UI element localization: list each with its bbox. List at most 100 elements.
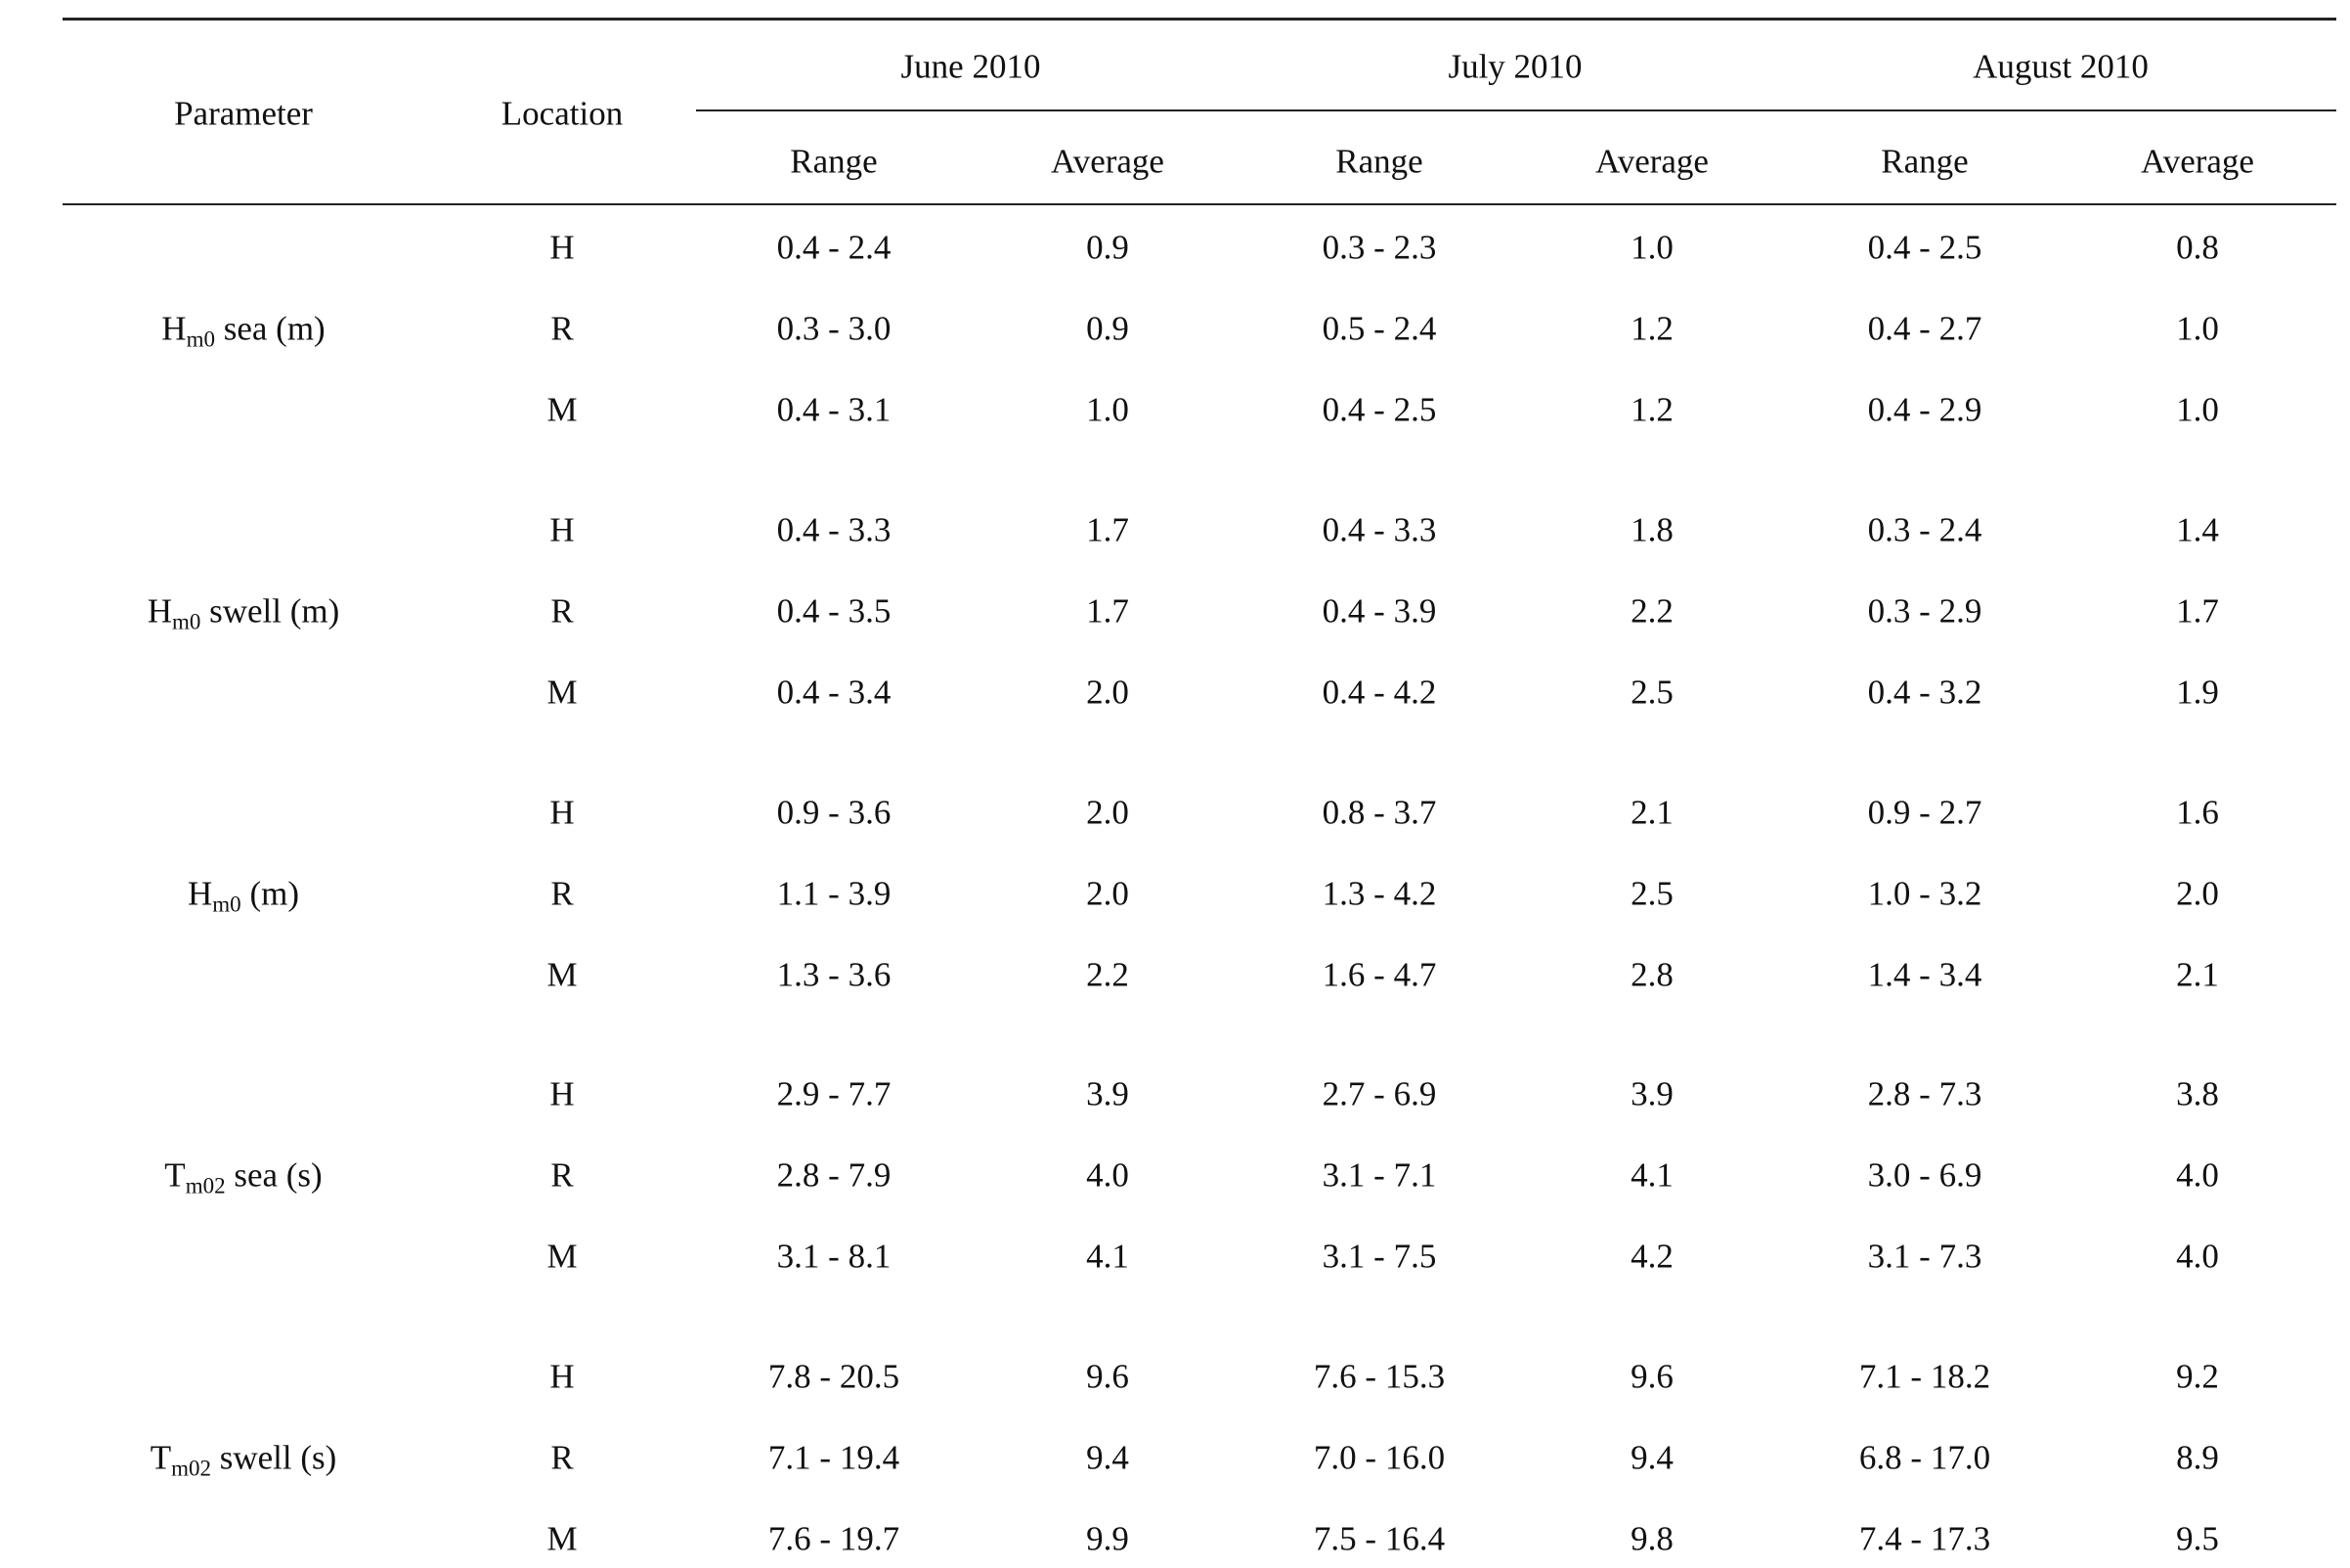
range-cell: 7.6 - 19.7 — [767, 1519, 900, 1558]
average-cell: 2.8 — [1631, 955, 1674, 994]
range-cell: 0.4 - 4.2 — [1322, 673, 1437, 712]
range-cell: 0.4 - 2.9 — [1867, 390, 1982, 429]
range-cell: 7.5 - 16.4 — [1313, 1519, 1446, 1558]
average-cell: 1.0 — [1631, 228, 1674, 267]
range-cell: 0.4 - 3.3 — [1322, 510, 1437, 549]
range-cell: 2.8 - 7.9 — [776, 1155, 892, 1195]
parameter-label: Hm0 (m) — [188, 874, 299, 917]
average-cell: 9.8 — [1631, 1519, 1674, 1558]
range-cell: 0.4 - 3.4 — [776, 673, 892, 712]
range-cell: 7.8 - 20.5 — [767, 1357, 900, 1396]
parameter-label: Hm0 sea (m) — [161, 309, 326, 352]
average-cell: 8.9 — [2176, 1438, 2219, 1477]
average-cell: 2.2 — [1086, 955, 1129, 994]
location-cell: M — [546, 390, 578, 429]
top-rule — [63, 18, 2336, 21]
header-range: Range — [790, 142, 878, 181]
range-cell: 0.9 - 3.6 — [776, 793, 892, 832]
header-month: June 2010 — [900, 47, 1041, 86]
location-cell: H — [549, 1074, 575, 1113]
parameter-label: Tm02 sea (s) — [164, 1155, 323, 1198]
average-cell: 9.6 — [1631, 1357, 1674, 1396]
range-cell: 3.1 - 7.5 — [1322, 1237, 1437, 1276]
average-cell: 1.8 — [1631, 510, 1674, 549]
location-cell: R — [550, 309, 574, 348]
header-average: Average — [1595, 142, 1709, 181]
range-cell: 7.1 - 18.2 — [1858, 1357, 1991, 1396]
location-cell: H — [549, 1357, 575, 1396]
average-cell: 1.2 — [1631, 390, 1674, 429]
location-cell: M — [546, 955, 578, 994]
average-cell: 4.0 — [2176, 1155, 2219, 1195]
range-cell: 0.8 - 3.7 — [1322, 793, 1437, 832]
average-cell: 3.9 — [1086, 1074, 1129, 1113]
range-cell: 1.0 - 3.2 — [1867, 874, 1982, 913]
parameter-label: Hm0 swell (m) — [147, 591, 340, 634]
average-cell: 9.5 — [2176, 1519, 2219, 1558]
average-cell: 1.2 — [1631, 309, 1674, 348]
average-cell: 2.5 — [1631, 673, 1674, 712]
range-cell: 1.3 - 4.2 — [1322, 874, 1437, 913]
average-cell: 9.4 — [1631, 1438, 1674, 1477]
average-cell: 2.2 — [1631, 591, 1674, 631]
range-cell: 7.0 - 16.0 — [1313, 1438, 1446, 1477]
location-cell: R — [550, 1438, 574, 1477]
range-cell: 1.4 - 3.4 — [1867, 955, 1982, 994]
range-cell: 2.8 - 7.3 — [1867, 1074, 1982, 1113]
range-cell: 2.7 - 6.9 — [1322, 1074, 1437, 1113]
range-cell: 6.8 - 17.0 — [1858, 1438, 1991, 1477]
average-cell: 9.4 — [1086, 1438, 1129, 1477]
range-cell: 3.1 - 8.1 — [776, 1237, 892, 1276]
average-cell: 2.0 — [1086, 793, 1129, 832]
range-cell: 0.4 - 2.5 — [1867, 228, 1982, 267]
average-cell: 1.9 — [2176, 673, 2219, 712]
average-cell: 4.0 — [1086, 1155, 1129, 1195]
range-cell: 1.1 - 3.9 — [776, 874, 892, 913]
location-cell: H — [549, 793, 575, 832]
average-cell: 4.1 — [1631, 1155, 1674, 1195]
average-cell: 9.9 — [1086, 1519, 1129, 1558]
average-cell: 1.7 — [1086, 591, 1129, 631]
range-cell: 0.3 - 3.0 — [776, 309, 892, 348]
average-cell: 2.0 — [2176, 874, 2219, 913]
average-cell: 4.0 — [2176, 1237, 2219, 1276]
average-cell: 4.1 — [1086, 1237, 1129, 1276]
location-cell: M — [546, 1519, 578, 1558]
range-cell: 0.4 - 2.7 — [1867, 309, 1982, 348]
location-cell: H — [549, 510, 575, 549]
range-cell: 1.6 - 4.7 — [1322, 955, 1437, 994]
range-cell: 0.4 - 3.5 — [776, 591, 892, 631]
average-cell: 1.0 — [2176, 390, 2219, 429]
average-cell: 0.9 — [1086, 309, 1129, 348]
average-cell: 1.7 — [1086, 510, 1129, 549]
average-cell: 9.2 — [2176, 1357, 2219, 1396]
range-cell: 0.5 - 2.4 — [1322, 309, 1437, 348]
range-cell: 0.4 - 2.5 — [1322, 390, 1437, 429]
header-rule — [63, 203, 2336, 205]
range-cell: 0.3 - 2.3 — [1322, 228, 1437, 267]
average-cell: 9.6 — [1086, 1357, 1129, 1396]
average-cell: 2.0 — [1086, 673, 1129, 712]
average-cell: 0.8 — [2176, 228, 2219, 267]
range-cell: 1.3 - 3.6 — [776, 955, 892, 994]
average-cell: 2.1 — [2176, 955, 2219, 994]
average-cell: 1.6 — [2176, 793, 2219, 832]
location-cell: M — [546, 673, 578, 712]
average-cell: 2.1 — [1631, 793, 1674, 832]
average-cell: 1.4 — [2176, 510, 2219, 549]
range-cell: 7.4 - 17.3 — [1858, 1519, 1991, 1558]
range-cell: 0.4 - 3.9 — [1322, 591, 1437, 631]
range-cell: 0.4 - 2.4 — [776, 228, 892, 267]
range-cell: 3.1 - 7.3 — [1867, 1237, 1982, 1276]
header-parameter: Parameter — [174, 94, 313, 133]
location-cell: M — [546, 1237, 578, 1276]
header-range: Range — [1881, 142, 1969, 181]
location-cell: H — [549, 228, 575, 267]
range-cell: 3.0 - 6.9 — [1867, 1155, 1982, 1195]
month-rule — [696, 109, 2336, 111]
location-cell: R — [550, 1155, 574, 1195]
average-cell: 1.7 — [2176, 591, 2219, 631]
range-cell: 2.9 - 7.7 — [776, 1074, 892, 1113]
range-cell: 3.1 - 7.1 — [1322, 1155, 1437, 1195]
